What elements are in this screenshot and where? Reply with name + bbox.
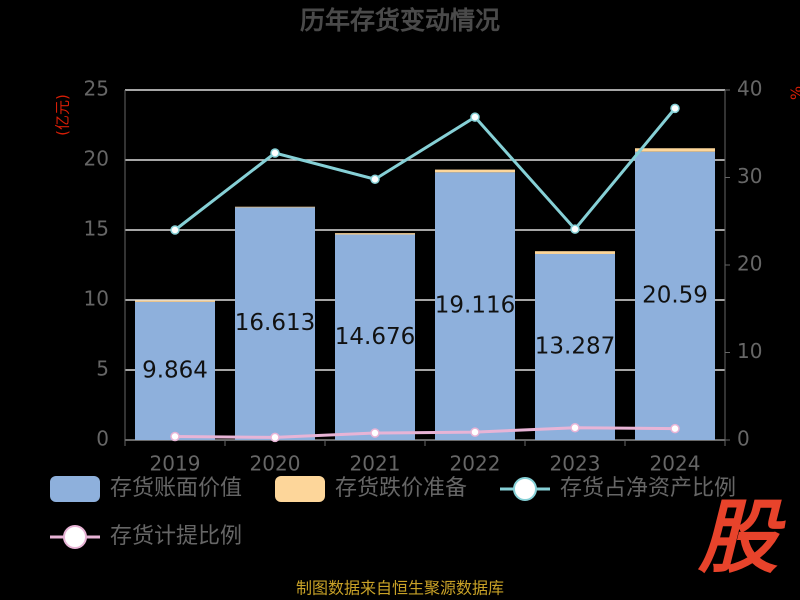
y-tick-label: 25 [84,77,109,101]
x-tick-label: 2022 [450,452,501,476]
y2-tick-label: 40 [737,77,762,101]
value-label: 9.864 [142,357,208,383]
chart-title: 历年存货变动情况 [300,6,500,35]
marker [270,432,280,443]
value-label: 14.676 [335,324,415,350]
legend-swatch [50,476,100,502]
x-tick-label: 2023 [550,452,601,476]
marker [470,427,480,437]
line [174,426,676,439]
legend-label: 存货账面价值 [110,476,242,501]
marker [670,423,680,434]
y-tick-label: 15 [84,217,109,241]
bar [535,253,615,440]
y-tick-label: 10 [84,287,109,311]
legend-label: 存货计提比例 [110,524,242,549]
y-tick-label: 0 [96,427,109,451]
legend-swatch [513,477,537,501]
legend-swatch [63,525,87,549]
bar [235,207,315,440]
value-label: 16.613 [235,310,315,336]
y-tick-label: 20 [84,147,109,171]
marker [670,103,680,114]
value-label: 13.287 [535,333,615,359]
bar [335,233,415,235]
bar [535,251,615,254]
bar [235,206,315,208]
bar [635,148,715,152]
marker [170,431,180,442]
x-tick-label: 2024 [650,452,701,476]
y2-tick-label: 30 [737,164,762,188]
x-tick-label: 2020 [250,452,301,476]
legend-swatch [275,476,325,502]
y2-tick-label: 10 [737,339,762,363]
bar [335,234,415,440]
x-tick-label: 2019 [150,452,201,476]
y2-tick-label: 20 [737,252,762,276]
marker [170,225,180,235]
source-note: 制图数据来自恒生聚源数据库 [296,579,504,598]
value-label: 19.116 [435,293,515,319]
bar [435,172,515,440]
marker [570,423,580,433]
bar [435,169,515,173]
legend-label: 存货占净资产比例 [560,476,736,501]
y2-axis-label: % [788,86,800,100]
bar [135,300,215,302]
y2-tick-label: 0 [737,427,750,451]
marker [270,148,280,158]
bar [635,151,715,441]
line [174,107,677,232]
marker [570,224,580,234]
marker [370,428,380,438]
y-tick-label: 5 [96,357,109,381]
y-axis-label: (亿元) [54,94,72,136]
logo: 股 [697,491,786,584]
legend-label: 存货跌价准备 [335,476,467,501]
x-tick-label: 2021 [350,452,401,476]
bar [135,301,215,440]
marker [470,112,480,122]
value-label: 20.59 [642,282,708,308]
marker [370,174,380,184]
